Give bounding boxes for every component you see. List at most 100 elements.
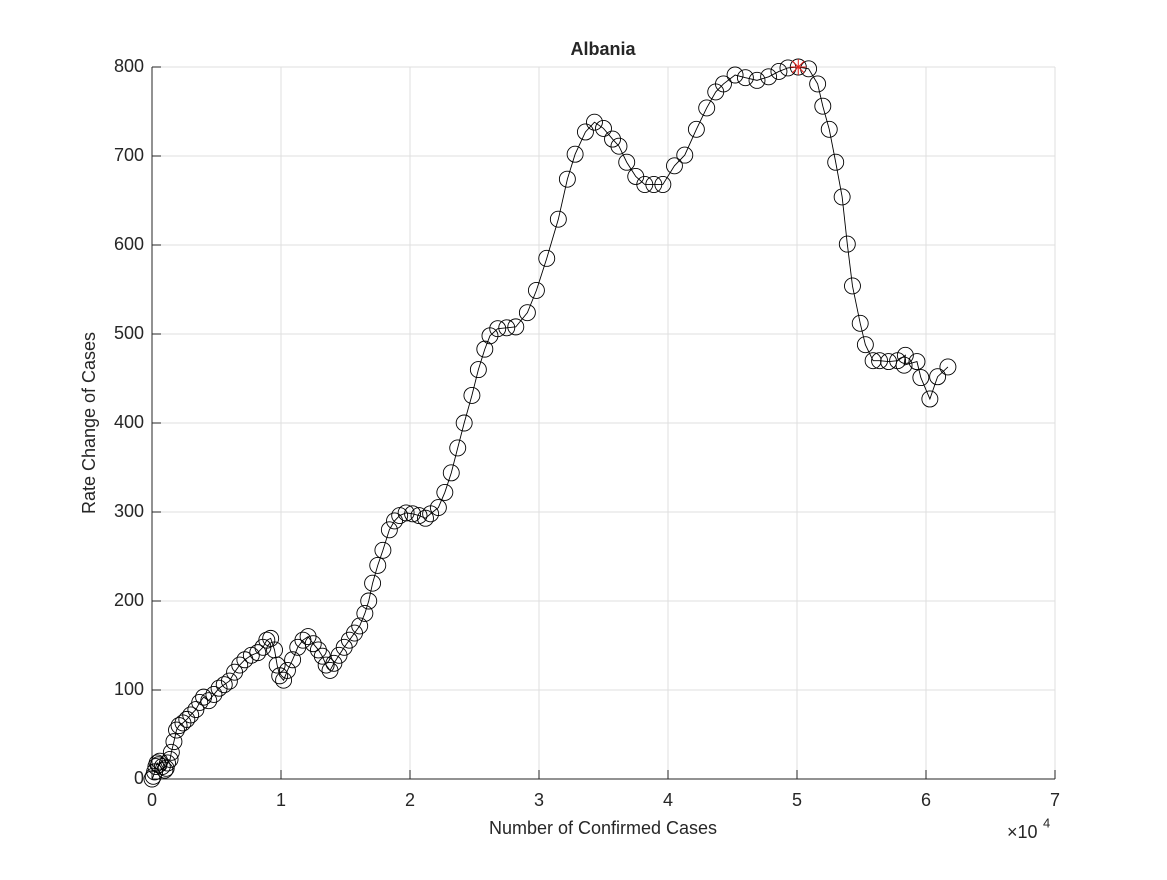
data-point [844, 277, 861, 295]
data-point [356, 605, 374, 622]
data-point [210, 679, 228, 697]
chart-title: Albania [570, 39, 636, 59]
x-tick-label: 6 [921, 790, 931, 810]
data-point [636, 176, 654, 193]
x-tick-label: 5 [792, 790, 802, 810]
data-point [369, 556, 387, 574]
x-tick-label: 4 [663, 790, 673, 810]
data-point [156, 761, 174, 779]
data-point [851, 314, 869, 332]
data-point [838, 235, 856, 253]
data-point [162, 743, 180, 761]
y-tick-label: 500 [114, 323, 144, 343]
peak-marker [790, 59, 807, 75]
x-tick-label: 0 [147, 790, 157, 810]
data-point [309, 641, 327, 659]
data-point [380, 521, 398, 539]
data-point [618, 153, 636, 171]
data-point [182, 706, 200, 724]
data-point [676, 146, 694, 164]
data-point [726, 66, 744, 84]
data-point [820, 120, 838, 138]
x-tick-label: 7 [1050, 790, 1060, 810]
data-point [929, 368, 947, 386]
data-point [205, 686, 223, 703]
data-point [666, 157, 683, 175]
y-tick-label: 100 [114, 679, 144, 699]
data-point [576, 123, 594, 141]
x-tick-label: 3 [534, 790, 544, 810]
y-axis-label: Rate Change of Cases [79, 332, 99, 514]
x-exponent-power: 4 [1043, 815, 1050, 830]
data-point [469, 361, 487, 379]
data-point [827, 153, 845, 171]
data-point [538, 249, 556, 267]
data-point [386, 512, 403, 530]
data-point [236, 651, 254, 669]
y-tick-label: 300 [114, 501, 144, 521]
data-point [498, 319, 516, 337]
data-point [161, 750, 179, 768]
data-point [698, 99, 716, 117]
data-point [856, 336, 874, 354]
data-point [442, 464, 460, 482]
data-point [921, 390, 939, 408]
data-point [262, 629, 280, 647]
data-point [604, 130, 621, 148]
data-point [779, 59, 797, 77]
data-point [654, 176, 672, 193]
data-point [610, 137, 628, 155]
data-point [304, 635, 322, 653]
x-tick-label: 2 [405, 790, 415, 810]
data-point [417, 509, 434, 527]
data-point [249, 644, 267, 662]
data-point [455, 414, 473, 432]
data-point [330, 646, 348, 664]
data-point [527, 281, 545, 299]
x-exponent-base: ×10 [1007, 822, 1038, 842]
x-tick-label: 1 [276, 790, 286, 810]
data-point [195, 688, 213, 706]
y-tick-label: 0 [134, 768, 144, 788]
peak-marker-stroke [791, 60, 805, 74]
data-point [748, 71, 766, 89]
data-point [351, 617, 369, 635]
data-point [436, 483, 454, 501]
y-tick-label: 400 [114, 412, 144, 432]
data-point [364, 574, 382, 592]
data-point [833, 188, 851, 206]
data-point [645, 176, 663, 193]
data-point [864, 352, 882, 370]
data-point [178, 710, 196, 728]
data-point [463, 386, 481, 404]
data-point [279, 661, 296, 679]
y-tick-label: 600 [114, 234, 144, 254]
data-point [404, 505, 422, 523]
data-point [518, 304, 536, 322]
data-point [159, 754, 176, 772]
data-point [449, 439, 467, 457]
y-tick-label: 800 [114, 56, 144, 76]
data-point [549, 210, 567, 228]
data-point [586, 113, 603, 131]
y-tick-label: 200 [114, 590, 144, 610]
data-point [736, 69, 754, 87]
data-point [268, 656, 286, 674]
data-point [191, 694, 209, 711]
data-point [507, 318, 525, 336]
data-point [871, 352, 889, 370]
data-point [284, 651, 302, 669]
data-point [687, 120, 705, 138]
x-axis-label: Number of Confirmed Cases [489, 818, 717, 838]
data-point [715, 75, 732, 93]
data-point [595, 119, 612, 137]
data-point [939, 358, 957, 376]
data-point [429, 499, 447, 516]
data-point [143, 770, 161, 788]
data-point [770, 62, 788, 80]
data-point [275, 671, 293, 689]
data-point [566, 145, 584, 163]
data-point [489, 320, 507, 338]
